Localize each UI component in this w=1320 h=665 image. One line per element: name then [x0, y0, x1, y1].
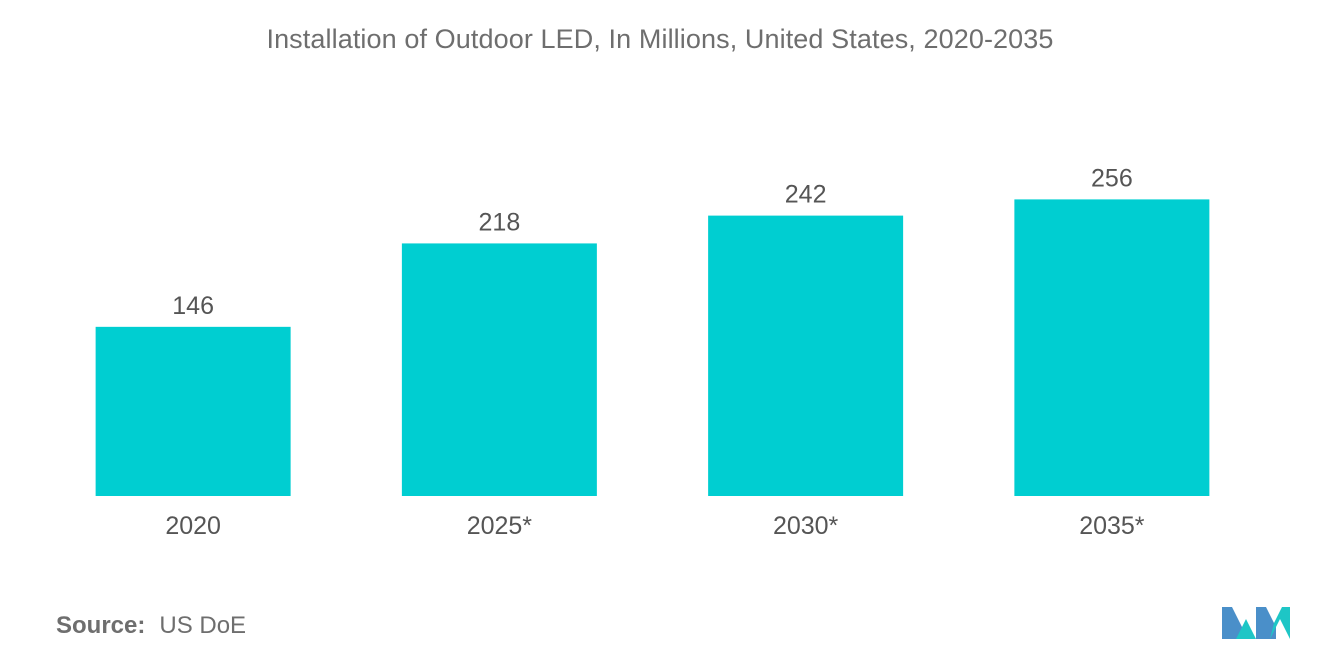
x-tick-label: 2030* [773, 512, 839, 540]
bar-value-label: 218 [479, 208, 521, 236]
bar-value-label: 146 [172, 292, 214, 320]
bar-1 [95, 326, 291, 496]
source-note: Source: US DoE [56, 612, 246, 640]
mordor-intelligence-logo-icon [1222, 607, 1290, 639]
bar-value-label: 256 [1091, 164, 1133, 192]
bar-value-label: 242 [785, 181, 827, 209]
bar-4 [1014, 199, 1210, 496]
source-value: US DoE [159, 612, 247, 639]
bar-3 [708, 215, 904, 496]
bar-2 [401, 243, 597, 496]
x-tick-label: 2025* [467, 512, 533, 540]
x-tick-label: 2020 [165, 512, 221, 540]
x-tick-label: 2035* [1079, 512, 1145, 540]
source-label: Source: [56, 612, 146, 639]
chart-title: Installation of Outdoor LED, In Millions… [266, 24, 1054, 54]
